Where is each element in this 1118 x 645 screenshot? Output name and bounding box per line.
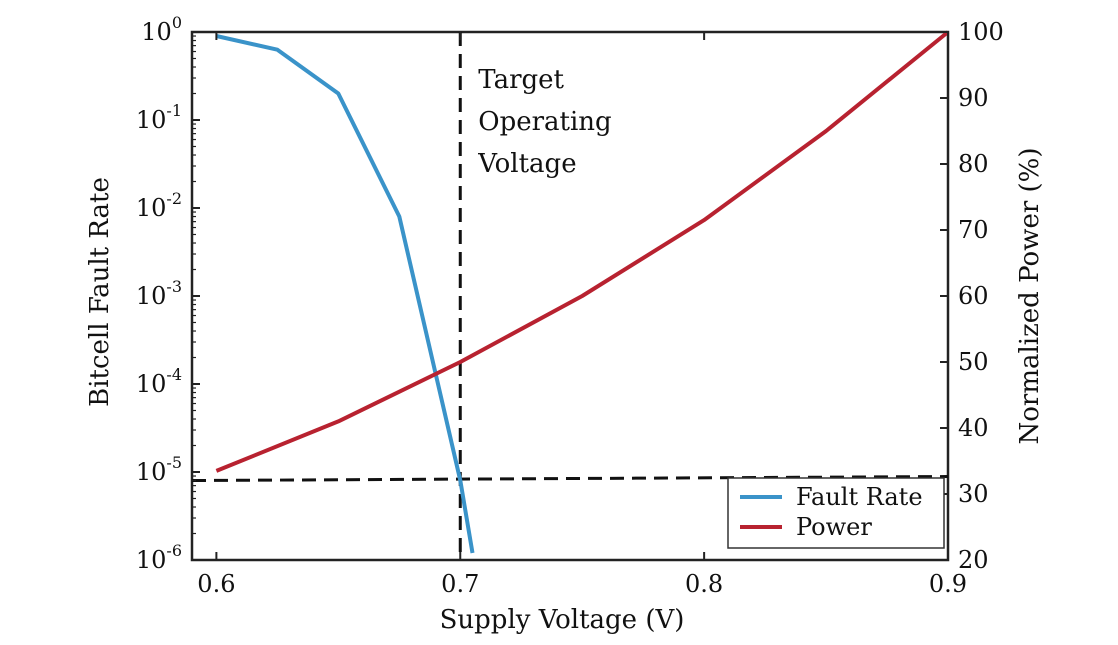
y-left-tick-label: 10-4 <box>136 365 182 398</box>
x-tick-label: 0.7 <box>441 570 479 598</box>
y-left-tick-label: 10-6 <box>136 541 182 574</box>
series-line-fault-rate <box>215 34 475 554</box>
series-line-power <box>215 30 950 473</box>
x-axis-label: Supply Voltage (V) <box>440 605 685 635</box>
x-tick-label: 0.8 <box>685 570 723 598</box>
y-right-tick-label: 80 <box>958 150 989 178</box>
annotation-target-operating-voltage: Target Operating Voltage <box>477 65 611 179</box>
y-right-tick-label: 100 <box>958 18 1004 46</box>
series-layer <box>215 30 950 554</box>
x-tick-label: 0.6 <box>197 570 235 598</box>
y-left-tick-label: 10-3 <box>136 277 182 310</box>
legend-box <box>727 477 945 549</box>
y-left-tick-label: 100 <box>141 13 182 46</box>
annotation-line: Target <box>478 65 564 95</box>
y-right-axis-ticks: 20 30 40 50 60 70 80 90 100 <box>940 18 1004 574</box>
y-right-tick-label: 20 <box>958 546 989 574</box>
y-right-tick-label: 60 <box>958 282 989 310</box>
y-right-tick-label: 70 <box>958 216 989 244</box>
y-right-axis-label: Normalized Power (%) <box>1015 147 1045 444</box>
y-right-tick-label: 30 <box>958 480 989 508</box>
y-left-tick-label: 10-5 <box>136 453 182 486</box>
y-left-tick-label: 10-1 <box>136 101 182 134</box>
y-left-axis-ticks: 100 10-1 10-2 10-3 10-4 10-5 10-6 <box>136 13 200 574</box>
y-right-tick-label: 90 <box>958 84 989 112</box>
x-tick-label: 0.9 <box>929 570 967 598</box>
y-right-tick-label: 50 <box>958 348 989 376</box>
annotation-line: Operating <box>478 107 611 137</box>
legend-entry: Power <box>796 513 872 541</box>
x-axis-ticks: 0.6 0.7 0.8 0.9 <box>197 32 967 598</box>
y-left-tick-label: 10-2 <box>136 189 182 222</box>
y-left-axis-label: Bitcell Fault Rate <box>85 177 115 407</box>
y-right-tick-label: 40 <box>958 414 989 442</box>
reference-line-horizontal <box>191 475 949 483</box>
annotation-line: Voltage <box>477 149 576 179</box>
legend-entry: Fault Rate <box>796 483 923 511</box>
